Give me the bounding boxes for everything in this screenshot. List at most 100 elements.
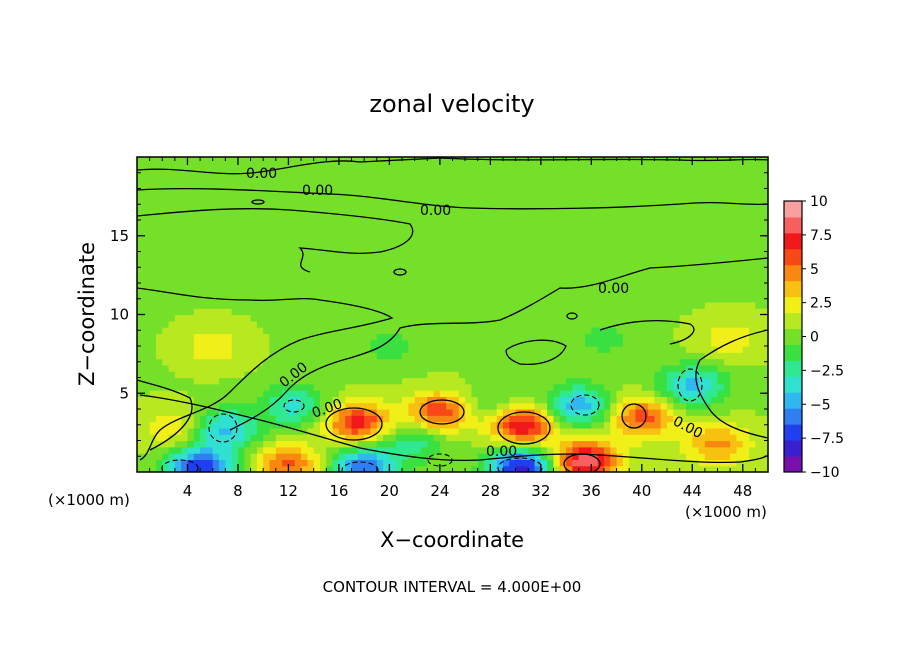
heatmap-cell <box>465 276 473 284</box>
heatmap-cell <box>181 295 189 303</box>
heatmap-cell <box>395 352 403 360</box>
heatmap-cell <box>749 301 756 309</box>
heatmap-cell <box>427 352 435 360</box>
heatmap-cell <box>275 251 283 259</box>
heatmap-cell <box>212 377 220 385</box>
heatmap-cell <box>761 402 768 410</box>
heatmap-cell <box>282 257 290 265</box>
heatmap-cell <box>465 207 473 215</box>
heatmap-cell <box>402 421 409 429</box>
heatmap-cell <box>566 188 573 196</box>
heatmap-cell <box>723 257 731 265</box>
heatmap-cell <box>149 421 157 429</box>
heatmap-cell <box>168 333 176 341</box>
heatmap-cell <box>452 201 460 208</box>
heatmap-cell <box>635 346 643 353</box>
heatmap-cell <box>376 213 384 221</box>
heatmap-cell <box>515 238 523 246</box>
heatmap-cell <box>622 327 630 334</box>
heatmap-cell <box>181 339 189 347</box>
heatmap-cell <box>654 314 662 322</box>
heatmap-cell <box>704 371 712 379</box>
heatmap-cell <box>660 453 668 460</box>
heatmap-cell <box>250 327 258 334</box>
heatmap-cell <box>660 314 668 322</box>
heatmap-cell <box>370 465 378 472</box>
heatmap-cell <box>181 434 189 442</box>
heatmap-cell <box>250 188 258 196</box>
heatmap-cell <box>193 232 201 240</box>
heatmap-cell <box>521 270 529 278</box>
heatmap-cells <box>137 157 768 472</box>
heatmap-cell <box>654 251 662 259</box>
heatmap-cell <box>578 339 586 347</box>
heatmap-cell <box>559 352 567 360</box>
heatmap-cell <box>654 157 662 164</box>
heatmap-cell <box>420 289 428 297</box>
heatmap-cell <box>269 415 277 423</box>
heatmap-cell <box>345 409 353 416</box>
heatmap-cell <box>357 396 365 404</box>
heatmap-cell <box>364 238 372 246</box>
heatmap-cell <box>376 283 384 290</box>
heatmap-cell <box>414 390 422 397</box>
heatmap-cell <box>408 213 416 221</box>
heatmap-cell <box>155 226 163 234</box>
heatmap-cell <box>515 283 523 290</box>
heatmap-cell <box>667 358 674 366</box>
heatmap-cell <box>439 314 447 322</box>
heatmap-cell <box>155 169 163 177</box>
heatmap-cell <box>597 333 605 341</box>
heatmap-cell <box>219 364 226 372</box>
heatmap-cell <box>547 390 555 397</box>
heatmap-cell <box>212 207 220 215</box>
heatmap-cell <box>667 238 674 246</box>
heatmap-cell <box>414 415 422 423</box>
heatmap-cell <box>282 226 290 234</box>
heatmap-cell <box>288 201 296 208</box>
heatmap-cell <box>629 169 637 177</box>
heatmap-cell <box>345 245 353 253</box>
heatmap-cell <box>692 327 700 334</box>
heatmap-cell <box>648 238 656 246</box>
heatmap-cell <box>269 163 277 171</box>
heatmap-cell <box>263 207 271 215</box>
heatmap-cell <box>717 245 725 253</box>
heatmap-cell <box>622 434 630 442</box>
heatmap-cell <box>338 434 346 442</box>
heatmap-cell <box>572 245 580 253</box>
heatmap-cell <box>717 257 725 265</box>
heatmap-cell <box>540 283 548 290</box>
heatmap-cell <box>389 220 397 227</box>
heatmap-cell <box>698 320 706 328</box>
heatmap-cell <box>206 232 214 240</box>
heatmap-cell <box>200 465 208 472</box>
heatmap-cell <box>294 163 302 171</box>
heatmap-cell <box>610 339 618 347</box>
heatmap-cell <box>578 163 586 171</box>
heatmap-cell <box>585 327 592 334</box>
heatmap-cell <box>332 226 340 234</box>
heatmap-cell <box>446 465 454 472</box>
heatmap-cell <box>319 245 327 253</box>
heatmap-cell <box>282 270 290 278</box>
heatmap-cell <box>685 390 693 397</box>
heatmap-cell <box>294 427 302 435</box>
heatmap-cell <box>654 257 662 265</box>
heatmap-cell <box>528 314 536 322</box>
heatmap-cell <box>667 163 674 171</box>
heatmap-cell <box>509 415 517 423</box>
heatmap-cell <box>761 207 768 215</box>
heatmap-cell <box>427 358 435 366</box>
heatmap-cell <box>187 453 195 460</box>
heatmap-cell <box>237 339 245 347</box>
heatmap-cell <box>414 238 422 246</box>
heatmap-cell <box>370 320 378 328</box>
heatmap-cell <box>137 402 144 410</box>
heatmap-cell <box>547 264 555 271</box>
heatmap-cell <box>484 163 491 171</box>
heatmap-cell <box>338 377 346 385</box>
heatmap-cell <box>616 358 624 366</box>
heatmap-cell <box>572 276 580 284</box>
heatmap-cell <box>420 383 428 391</box>
